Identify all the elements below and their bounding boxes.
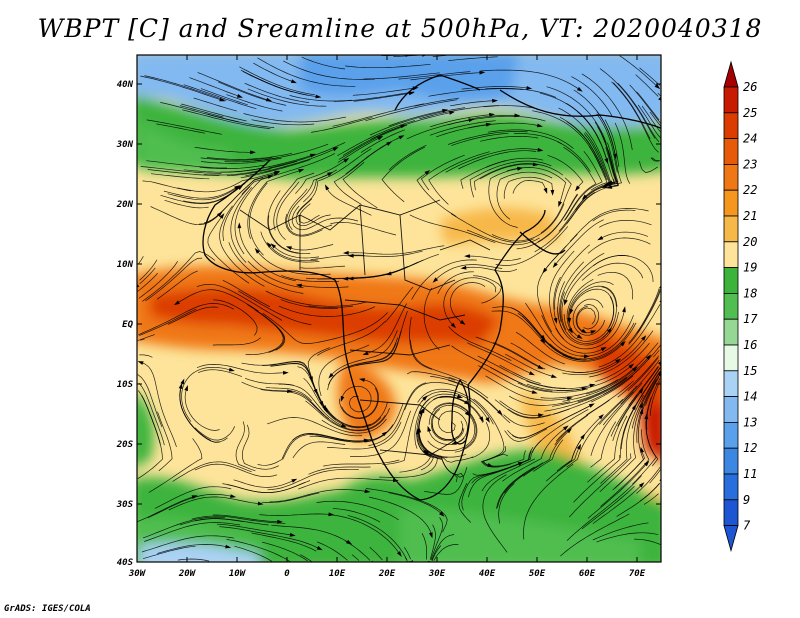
colorbar-label: 11 xyxy=(743,467,757,481)
colorbar-segment xyxy=(723,396,739,423)
lon-tick-label: 0 xyxy=(284,569,290,579)
colorbar-label: 20 xyxy=(743,235,757,249)
lon-tick-label: 20E xyxy=(378,569,396,579)
colorbar-label: 9 xyxy=(743,493,750,507)
colorbar-segment xyxy=(723,138,739,165)
lat-tick-label: 10N xyxy=(117,260,134,270)
colorbar-label: 21 xyxy=(743,209,757,223)
colorbar-segment xyxy=(723,241,739,269)
colorbar-label: 19 xyxy=(743,261,757,275)
lat-tick-label: 30S xyxy=(116,500,134,510)
lon-tick-label: 20W xyxy=(178,569,197,579)
colorbar-label: 22 xyxy=(743,183,757,197)
colorbar-segment xyxy=(723,163,739,191)
streamlines xyxy=(137,55,661,562)
colorbar-top-arrow xyxy=(723,60,739,88)
colorbar-bottom-arrow xyxy=(723,525,739,553)
colorbar-label: 12 xyxy=(743,441,757,455)
coastlines xyxy=(202,74,661,501)
colorbar-label: 23 xyxy=(743,157,757,171)
colorbar-segment xyxy=(723,112,739,140)
lon-tick-label: 10W xyxy=(229,569,247,579)
lon-tick-label: 70E xyxy=(629,569,646,579)
map-title: WBPT [C] and Sreamline at 500hPa, VT: 20… xyxy=(37,14,763,43)
lon-tick-label: 30E xyxy=(428,569,446,579)
colorbar-segment xyxy=(723,215,739,243)
colorbar-label: 18 xyxy=(743,286,757,300)
colorbar-segment xyxy=(723,447,739,475)
lat-tick-label: 20S xyxy=(116,440,134,450)
colorbar-label: 17 xyxy=(743,312,758,326)
lat-tick-label: EQ xyxy=(122,320,133,330)
lat-tick-label: 30N xyxy=(116,140,134,150)
lat-tick-label: 40N xyxy=(117,80,134,90)
lat-tick-label: 10S xyxy=(117,380,134,390)
colorbar-segment xyxy=(723,499,739,526)
credit-text: GrADS: IGES/COLA xyxy=(4,604,91,614)
lon-tick-label: 40E xyxy=(479,569,496,579)
lon-tick-label: 30W xyxy=(128,569,147,579)
lat-tick-label: 40S xyxy=(117,558,134,568)
colorbar-label: 26 xyxy=(743,80,757,94)
colorbar: 26 25 24 23 22 21 20 19 18 17 16 15 14 13 12 11 9 7 xyxy=(723,60,758,553)
colorbar-segment xyxy=(723,189,739,217)
colorbar-segment xyxy=(723,292,739,320)
colorbar-label: 24 xyxy=(743,132,757,146)
colorbar-label: 7 xyxy=(743,519,751,533)
latitude-axis: 40N 30N 20N 10N EQ 10S 20S 30S 40S xyxy=(116,80,661,568)
colorbar-segment xyxy=(723,86,739,114)
colorbar-segment xyxy=(723,473,739,501)
colorbar-label: 25 xyxy=(743,106,757,120)
plot-frame xyxy=(136,54,662,563)
colorbar-label: 13 xyxy=(743,415,757,429)
wbpt-field xyxy=(137,55,661,562)
lon-tick-label: 60E xyxy=(579,569,596,579)
country-borders xyxy=(239,199,491,456)
lat-tick-label: 20N xyxy=(116,200,134,210)
colorbar-segment xyxy=(723,344,739,372)
colorbar-segment xyxy=(723,370,739,397)
lon-tick-label: 50E xyxy=(529,569,546,579)
streamline-arrows xyxy=(137,55,661,562)
colorbar-segment xyxy=(723,267,739,294)
lon-tick-label: 10E xyxy=(329,569,346,579)
colorbar-segment xyxy=(723,318,739,346)
colorbar-segment xyxy=(723,421,739,449)
colorbar-label: 14 xyxy=(743,390,757,404)
colorbar-label: 15 xyxy=(743,364,757,378)
colorbar-label: 16 xyxy=(743,338,757,352)
longitude-axis: 30W 20W 10W 0 10E 20E 30E 40E 50E 60E 70E xyxy=(128,55,646,579)
